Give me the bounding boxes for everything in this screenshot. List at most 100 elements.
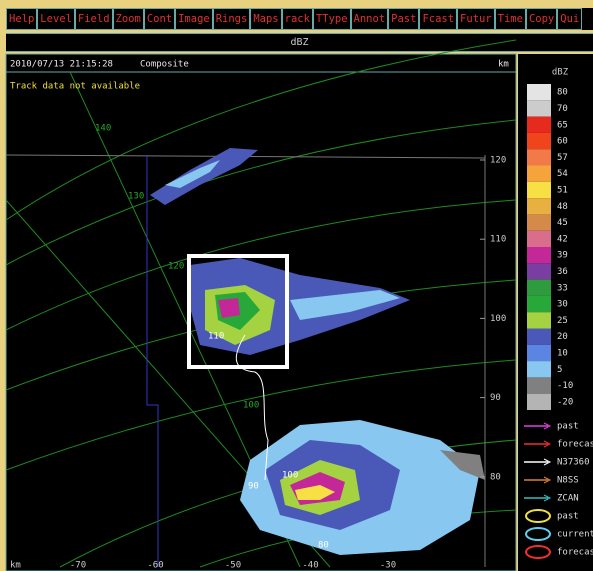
legend-label: 42 bbox=[557, 234, 568, 244]
legend-cell bbox=[525, 509, 551, 523]
legend-arrowhead bbox=[543, 458, 552, 466]
menu-button[interactable]: TType bbox=[312, 8, 351, 30]
timestamp: 2010/07/13 21:15:28 bbox=[10, 60, 113, 70]
menu-button[interactable]: Annot bbox=[350, 8, 389, 30]
menu-button[interactable]: Cont bbox=[143, 8, 176, 30]
track-label: 90 bbox=[248, 482, 259, 492]
legend-cell-label: forecas bbox=[557, 548, 593, 558]
legend-swatch bbox=[527, 393, 551, 410]
menu-button[interactable]: Zoom bbox=[112, 8, 144, 30]
legend-label: 33 bbox=[557, 283, 568, 293]
status: Track data not available bbox=[10, 82, 140, 92]
product: Composite bbox=[140, 60, 189, 70]
legend-swatch bbox=[527, 230, 551, 247]
track bbox=[235, 334, 269, 481]
legend-swatch bbox=[527, 165, 551, 182]
legend-title: dBZ bbox=[552, 68, 569, 78]
legend-label: 10 bbox=[557, 348, 568, 358]
legend-arrowhead bbox=[543, 476, 552, 484]
legend-swatch bbox=[527, 100, 551, 117]
legend-label: 57 bbox=[557, 153, 568, 163]
legend-swatch bbox=[527, 247, 551, 264]
field-bar: dBZ bbox=[6, 33, 593, 52]
legend-arrowhead bbox=[543, 494, 552, 502]
legend-swatch bbox=[527, 328, 551, 345]
legend-track: past bbox=[557, 422, 579, 432]
y-label: 80 bbox=[490, 472, 501, 482]
legend-swatch bbox=[527, 312, 551, 329]
zoom-box bbox=[187, 254, 289, 369]
menu-button[interactable]: Past bbox=[388, 8, 420, 30]
x-label: -50 bbox=[225, 561, 241, 571]
x-label: -40 bbox=[302, 561, 318, 571]
legend-cell-label: past bbox=[557, 512, 579, 522]
legend-swatch bbox=[527, 295, 551, 313]
menu-button[interactable]: Maps bbox=[250, 8, 282, 30]
legend-label: 60 bbox=[557, 137, 568, 147]
legend-swatch bbox=[527, 149, 551, 166]
legend-swatch bbox=[527, 377, 551, 394]
legend-label: 39 bbox=[557, 251, 568, 261]
ring-label: 130 bbox=[128, 192, 144, 202]
y-label: 120 bbox=[490, 156, 506, 166]
x-label: -30 bbox=[380, 561, 396, 571]
menu-button[interactable]: Help bbox=[6, 8, 38, 30]
y-label: 110 bbox=[490, 235, 506, 245]
legend-cell bbox=[525, 545, 551, 559]
legend-label: 54 bbox=[557, 169, 568, 179]
menu-bar: Help Level Field Zoom Cont Image Rings Maps rack… bbox=[6, 8, 593, 30]
legend-label: -20 bbox=[557, 397, 573, 407]
legend-swatch bbox=[527, 344, 551, 362]
legend-swatch bbox=[527, 279, 551, 296]
menu-button[interactable]: Futur bbox=[457, 8, 495, 30]
legend-cell-label: current bbox=[557, 530, 593, 540]
legend-swatch bbox=[527, 263, 551, 280]
menu-button[interactable]: Time bbox=[494, 8, 526, 30]
legend-cell bbox=[525, 527, 551, 541]
track-label: 80 bbox=[318, 541, 329, 551]
track-label: 110 bbox=[208, 332, 224, 342]
legend-track: N8SS bbox=[557, 476, 579, 486]
legend-label: 80 bbox=[557, 88, 568, 98]
menu-button[interactable]: rack bbox=[281, 8, 313, 30]
x-label: -60 bbox=[147, 561, 163, 571]
legend-track: N37360 bbox=[557, 458, 590, 468]
legend-label: 20 bbox=[557, 332, 568, 342]
x-unit: km bbox=[10, 561, 21, 571]
x-label: -70 bbox=[70, 561, 86, 571]
menu-button[interactable]: Level bbox=[37, 8, 75, 30]
legend-label: 5 bbox=[557, 365, 562, 375]
legend-label: 36 bbox=[557, 267, 568, 277]
y-label: 100 bbox=[490, 314, 506, 324]
legend-arrowhead bbox=[543, 422, 552, 430]
legend-label: 48 bbox=[557, 202, 568, 212]
legend-swatch bbox=[527, 116, 551, 133]
legend-label: 51 bbox=[557, 185, 568, 195]
radar-echoes bbox=[150, 148, 485, 555]
legend-arrowhead bbox=[543, 440, 552, 448]
track-label: 100 bbox=[282, 471, 298, 481]
legend-track: ZCAN bbox=[557, 494, 579, 504]
menu-button[interactable]: Rings bbox=[212, 8, 251, 30]
legend-swatch bbox=[527, 214, 551, 231]
menu-button[interactable]: Qui bbox=[557, 8, 583, 30]
legend-track: forecas bbox=[557, 440, 593, 450]
menu-button[interactable]: Field bbox=[74, 8, 113, 30]
menu-button[interactable]: Fcast bbox=[419, 8, 458, 30]
legend-label: 45 bbox=[557, 218, 568, 228]
legend-label: 30 bbox=[557, 300, 568, 310]
menu-button[interactable]: Image bbox=[175, 8, 213, 30]
legend-swatch bbox=[527, 361, 551, 378]
ring-label: 120 bbox=[168, 262, 184, 272]
legend-label: 65 bbox=[557, 120, 568, 130]
frame bbox=[5, 53, 517, 571]
menu-button[interactable]: Copy bbox=[525, 8, 558, 30]
y-label: 90 bbox=[490, 393, 501, 403]
ring-label: 140 bbox=[95, 124, 111, 134]
legend-label: 70 bbox=[557, 104, 568, 114]
legend-swatch bbox=[527, 198, 551, 215]
ring-label: 100 bbox=[243, 401, 259, 411]
legend-swatch bbox=[527, 132, 551, 150]
